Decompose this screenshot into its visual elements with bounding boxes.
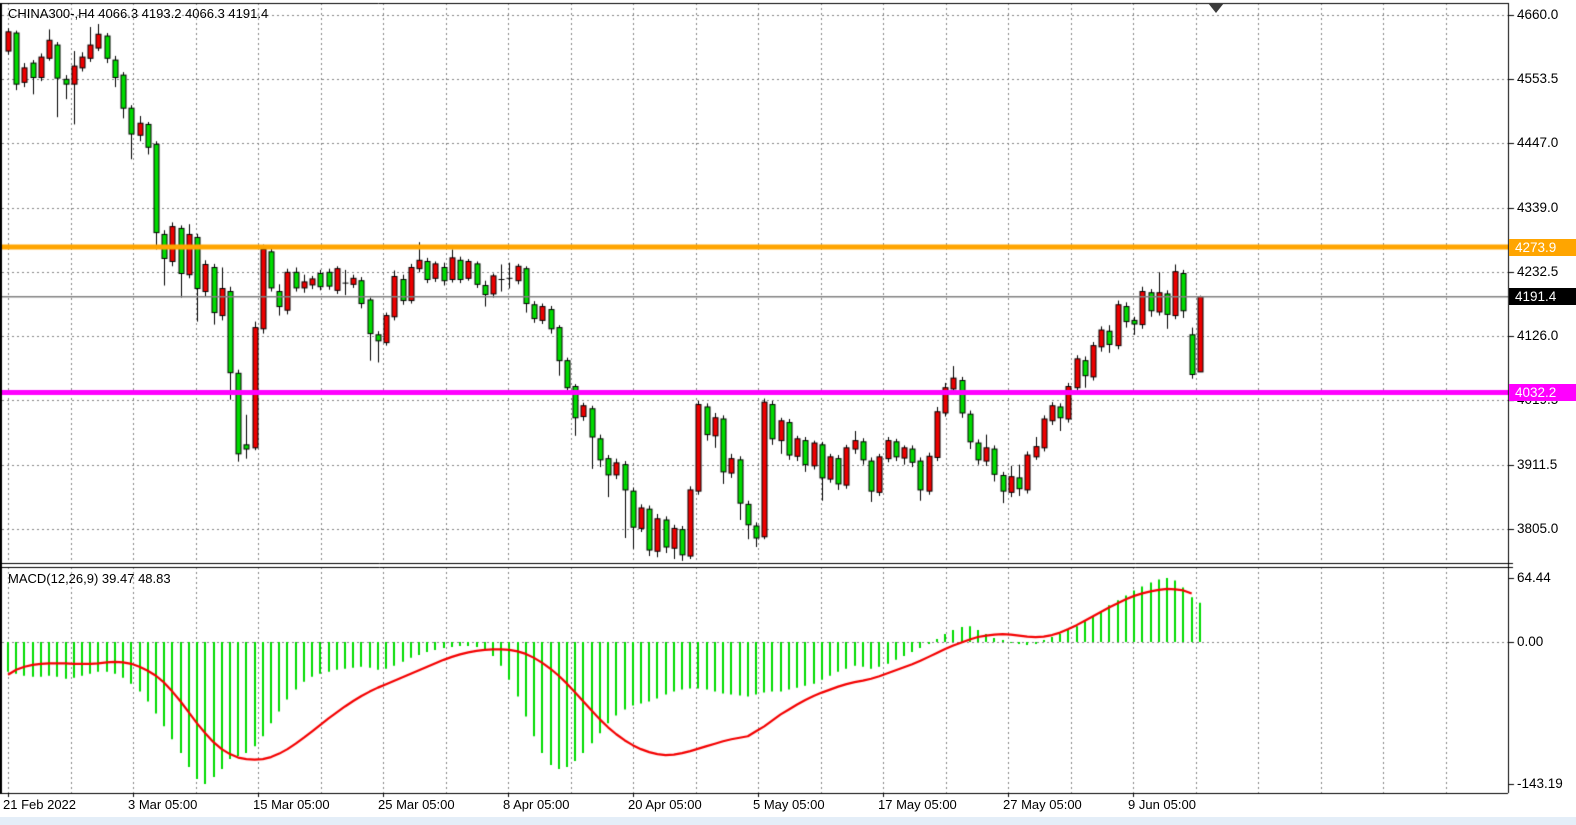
date-axis-label: 15 Mar 05:00 — [253, 797, 330, 812]
current-price-box: 4191.4 — [1509, 288, 1576, 306]
macd-indicator-label: MACD(12,26,9) 39.47 48.83 — [8, 571, 171, 586]
date-axis-label: 25 Mar 05:00 — [378, 797, 455, 812]
date-axis-label: 21 Feb 2022 — [3, 797, 77, 812]
date-axis-label: 20 Apr 05:00 — [628, 797, 702, 812]
date-axis-label: 17 May 05:00 — [878, 797, 957, 812]
price-axis-label: 4660.0 — [1517, 7, 1559, 22]
chart-shift-triangle-icon — [1208, 3, 1224, 13]
chart-symbol-title: CHINA300-,H4 4066.3 4193.2 4066.3 4191.4 — [8, 6, 269, 21]
resistance-price-box: 4273.9 — [1509, 238, 1576, 256]
price-axis-label: 4126.0 — [1517, 328, 1559, 344]
price-axis-label: 4553.5 — [1517, 71, 1559, 87]
date-axis-label: 27 May 05:00 — [1003, 797, 1082, 812]
price-axis-label: 3805.0 — [1517, 521, 1559, 536]
macd-axis-label: -143.19 — [1517, 776, 1563, 792]
date-axis-label: 8 Apr 05:00 — [503, 797, 570, 812]
support-price-box: 4032.2 — [1509, 383, 1576, 401]
price-axis-label: 3911.5 — [1517, 456, 1558, 472]
date-axis-label: 5 May 05:00 — [753, 797, 825, 812]
date-axis-label: 9 Jun 05:00 — [1128, 797, 1196, 812]
window-bottom-strip — [0, 817, 1576, 825]
price-axis-label: 4339.0 — [1517, 199, 1559, 215]
date-axis-label: 3 Mar 05:00 — [128, 797, 198, 812]
price-axis-label: 4447.0 — [1517, 135, 1559, 151]
price-axis-label: 4232.5 — [1517, 264, 1559, 279]
macd-axis-label: 64.44 — [1517, 570, 1551, 586]
macd-axis-label: 0.00 — [1517, 634, 1544, 649]
